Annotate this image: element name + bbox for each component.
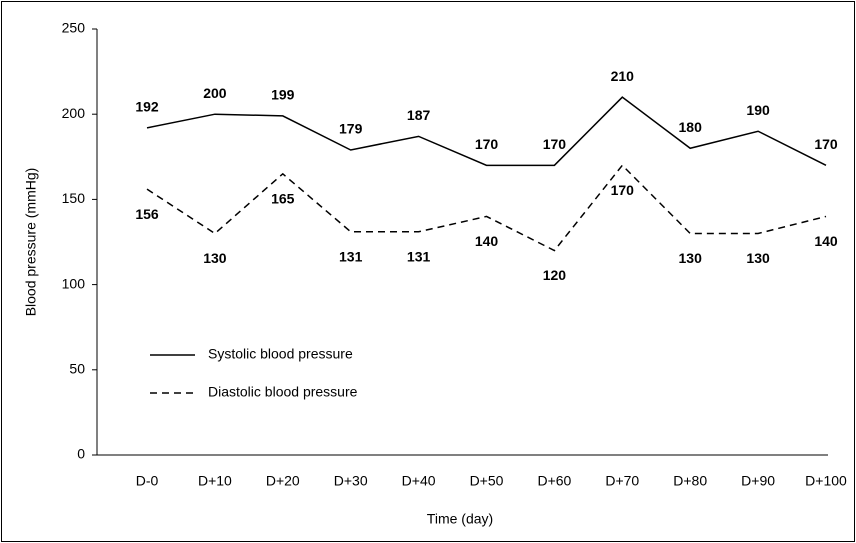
data-label: 210 [611, 68, 635, 84]
x-axis-title: Time (day) [427, 511, 493, 527]
data-label: 199 [271, 87, 295, 103]
data-label: 170 [543, 136, 567, 152]
series-line [146, 164, 827, 252]
data-label: 192 [135, 99, 159, 115]
legend-label: Diastolic blood pressure [208, 384, 358, 400]
y-tick-label: 150 [62, 190, 86, 206]
x-tick-label: D+100 [805, 473, 847, 489]
data-label: 179 [339, 121, 363, 137]
x-tick-label: D+40 [402, 473, 436, 489]
data-label: 200 [203, 85, 227, 101]
y-tick-label: 50 [69, 361, 85, 377]
x-tick-label: D-0 [136, 473, 159, 489]
x-tick-label: D+50 [470, 473, 504, 489]
data-label: 170 [475, 136, 499, 152]
data-label: 190 [746, 102, 770, 118]
data-label: 140 [475, 233, 499, 249]
y-tick-label: 0 [77, 446, 85, 462]
data-label: 130 [203, 250, 227, 266]
data-label: 156 [135, 206, 159, 222]
data-label: 120 [543, 267, 567, 283]
x-tick-label: D+90 [741, 473, 775, 489]
data-label: 130 [679, 250, 703, 266]
data-label: 187 [407, 107, 431, 123]
x-tick-label: D+70 [605, 473, 639, 489]
data-label: 131 [339, 248, 363, 264]
legend-label: Systolic blood pressure [208, 346, 353, 362]
x-tick-label: D+60 [537, 473, 571, 489]
data-label: 131 [407, 248, 431, 264]
x-tick-label: D+20 [266, 473, 300, 489]
data-label: 165 [271, 191, 295, 207]
data-label: 170 [814, 136, 838, 152]
x-tick-label: D+30 [334, 473, 368, 489]
series-line [146, 96, 827, 167]
x-tick-label: D+10 [198, 473, 232, 489]
y-tick-label: 100 [62, 275, 86, 291]
y-axis-title: Blood pressure (mmHg) [23, 168, 39, 317]
data-label: 180 [679, 119, 703, 135]
x-tick-label: D+80 [673, 473, 707, 489]
data-label: 130 [746, 250, 770, 266]
y-tick-label: 200 [62, 105, 86, 121]
data-label: 170 [611, 182, 635, 198]
y-tick-label: 250 [62, 20, 86, 36]
data-label: 140 [814, 233, 838, 249]
